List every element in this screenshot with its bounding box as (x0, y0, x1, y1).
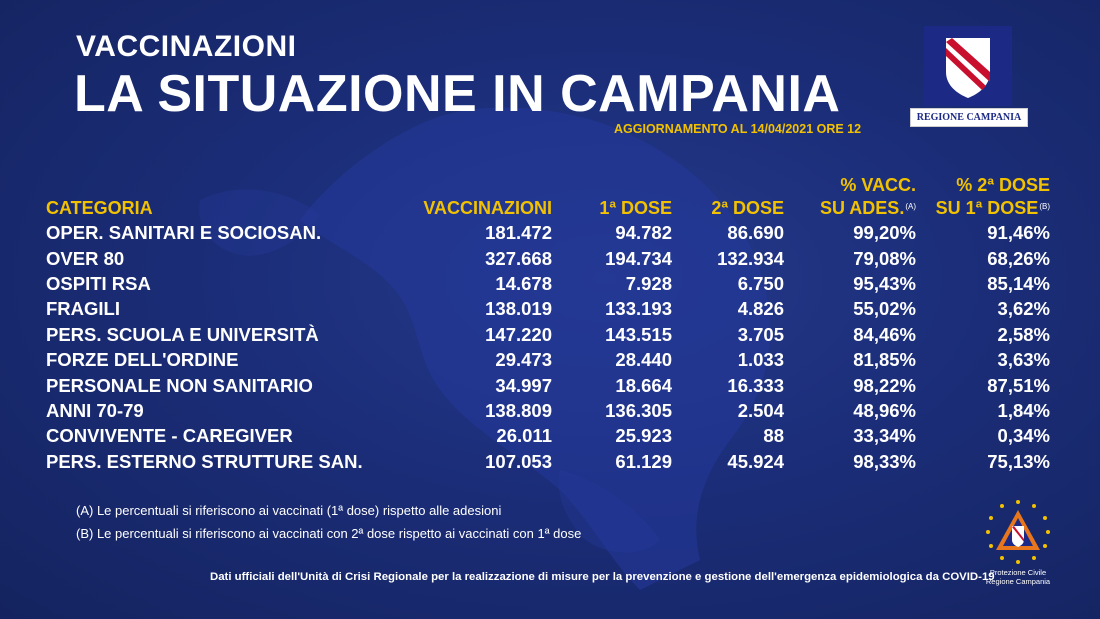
cell-pct-second-dose: 68,26% (987, 247, 1050, 269)
region-caption: REGIONE CAMPANIA (910, 108, 1028, 127)
cell-first-dose: 28.440 (615, 349, 672, 371)
page-title: LA SITUAZIONE IN CAMPANIA (74, 65, 841, 123)
column-header-category: CATEGORIA (46, 198, 153, 218)
cell-pct-second-dose: 85,14% (987, 272, 1050, 294)
cell-vaccinations: 181.472 (485, 222, 552, 244)
cell-pct-vacc: 48,96% (853, 399, 916, 421)
table-row: CONVIVENTE - CAREGIVER 26.011 25.923 88 33,3… (46, 423, 1050, 448)
cell-first-dose: 136.305 (605, 399, 672, 421)
cell-first-dose: 7.928 (625, 272, 672, 294)
cell-first-dose: 194.734 (605, 247, 672, 269)
cell-second-dose: 88 (763, 425, 784, 447)
vaccination-table: CATEGORIA VACCINAZIONI 1ª DOSE 2ª DOSE %… (46, 168, 1050, 474)
protezione-civile-logo: Protezione Civile Regione Campania (972, 496, 1064, 596)
cell-pct-second-dose: 75,13% (987, 450, 1050, 472)
cell-vaccinations: 29.473 (495, 349, 552, 371)
cell-first-dose: 133.193 (605, 298, 672, 320)
cell-first-dose: 143.515 (605, 323, 672, 345)
column-header-second-dose: 2ª DOSE (711, 198, 784, 218)
cell-vaccinations: 138.019 (485, 298, 552, 320)
table-row: OPER. SANITARI E SOCIOSAN. 181.472 94.782 8… (46, 220, 1050, 245)
table-row: ANNI 70-79 138.809 136.305 2.504 48,96% 1,84% (46, 398, 1050, 423)
cell-pct-vacc: 79,08% (853, 247, 916, 269)
cell-pct-second-dose: 0,34% (997, 425, 1050, 447)
cell-second-dose: 2.504 (737, 399, 784, 421)
footnote-marker-a: (A) (905, 202, 916, 211)
cell-pct-vacc: 33,34% (853, 425, 916, 447)
cell-pct-second-dose: 3,63% (997, 349, 1050, 371)
cell-pct-vacc: 98,22% (853, 374, 916, 396)
cell-vaccinations: 107.053 (485, 450, 552, 472)
page-kicker: VACCINAZIONI (76, 30, 297, 63)
cell-category: PERS. ESTERNO STRUTTURE SAN. (46, 450, 363, 472)
cell-category: OSPITI RSA (46, 272, 151, 294)
cell-pct-vacc: 55,02% (853, 298, 916, 320)
footnote-b: (B) Le percentuali si riferiscono ai vac… (76, 526, 582, 541)
cell-category: ANNI 70-79 (46, 399, 144, 421)
cell-first-dose: 18.664 (615, 374, 672, 396)
cell-vaccinations: 327.668 (485, 247, 552, 269)
cell-second-dose: 86.690 (727, 222, 784, 244)
cell-second-dose: 132.934 (717, 247, 784, 269)
cell-category: CONVIVENTE - CAREGIVER (46, 425, 293, 447)
cell-second-dose: 3.705 (737, 323, 784, 345)
footnote-a: (A) Le percentuali si riferiscono ai vac… (76, 503, 502, 518)
column-header-first-dose: 1ª DOSE (599, 198, 672, 218)
regione-campania-logo: REGIONE CAMPANIA (910, 24, 1028, 130)
cell-second-dose: 1.033 (737, 349, 784, 371)
table-row: FRAGILI 138.019 133.193 4.826 55,02% 3,62% (46, 296, 1050, 321)
table-row: FORZE DELL'ORDINE 29.473 28.440 1.033 81,85%… (46, 347, 1050, 372)
cell-vaccinations: 138.809 (485, 399, 552, 421)
cell-first-dose: 94.782 (615, 222, 672, 244)
cell-pct-vacc: 98,33% (853, 450, 916, 472)
table-body: OPER. SANITARI E SOCIOSAN. 181.472 94.782 8… (46, 220, 1050, 474)
cell-category: PERS. SCUOLA E UNIVERSITÀ (46, 323, 319, 345)
cell-pct-second-dose: 87,51% (987, 374, 1050, 396)
cell-category: FRAGILI (46, 298, 120, 320)
cell-second-dose: 45.924 (727, 450, 784, 472)
cell-pct-vacc: 81,85% (853, 349, 916, 371)
cell-pct-vacc: 99,20% (853, 222, 916, 244)
column-header-vaccinations: VACCINAZIONI (423, 198, 552, 218)
cell-first-dose: 25.923 (615, 425, 672, 447)
cell-vaccinations: 26.011 (496, 425, 552, 447)
footnote-marker-b: (B) (1039, 202, 1050, 211)
cell-pct-vacc: 95,43% (853, 272, 916, 294)
table-row: PERSONALE NON SANITARIO 34.997 18.664 16.33… (46, 372, 1050, 397)
table-row: OSPITI RSA 14.678 7.928 6.750 95,43% 85,14% (46, 271, 1050, 296)
cell-vaccinations: 34.997 (495, 374, 552, 396)
column-header-pct-second-dose: % 2ª DOSE SU 1ª DOSE(B) (935, 175, 1050, 218)
civil-protection-emblem-icon (986, 500, 1050, 564)
table-header-row: CATEGORIA VACCINAZIONI 1ª DOSE 2ª DOSE %… (46, 168, 1050, 220)
cell-category: FORZE DELL'ORDINE (46, 349, 239, 371)
cell-pct-second-dose: 3,62% (997, 298, 1050, 320)
cell-vaccinations: 147.220 (485, 323, 552, 345)
cell-second-dose: 6.750 (737, 272, 784, 294)
coat-of-arms-icon (924, 26, 1012, 106)
cell-pct-second-dose: 1,84% (997, 399, 1050, 421)
cell-vaccinations: 14.678 (495, 272, 552, 294)
cell-first-dose: 61.129 (615, 450, 672, 472)
table-row: PERS. SCUOLA E UNIVERSITÀ 147.220 143.515 3… (46, 322, 1050, 347)
cell-pct-second-dose: 2,58% (997, 323, 1050, 345)
column-header-pct-vacc: % VACC. SU ADES.(A) (819, 175, 916, 218)
civil-protection-caption: Protezione Civile Regione Campania (985, 568, 1051, 586)
cell-category: OVER 80 (46, 247, 125, 269)
table-row: PERS. ESTERNO STRUTTURE SAN. 107.053 61.12… (46, 449, 1050, 474)
cell-pct-second-dose: 91,46% (987, 222, 1050, 244)
cell-second-dose: 4.826 (737, 298, 784, 320)
cell-second-dose: 16.333 (727, 374, 784, 396)
source-note: Dati ufficiali dell'Unità di Crisi Regio… (210, 571, 995, 583)
update-timestamp: AGGIORNAMENTO AL 14/04/2021 ORE 12 (614, 122, 862, 136)
cell-pct-vacc: 84,46% (853, 323, 916, 345)
cell-category: OPER. SANITARI E SOCIOSAN. (46, 222, 322, 244)
table-row: OVER 80 327.668 194.734 132.934 79,08% 68,26% (46, 245, 1050, 270)
cell-category: PERSONALE NON SANITARIO (46, 374, 313, 396)
